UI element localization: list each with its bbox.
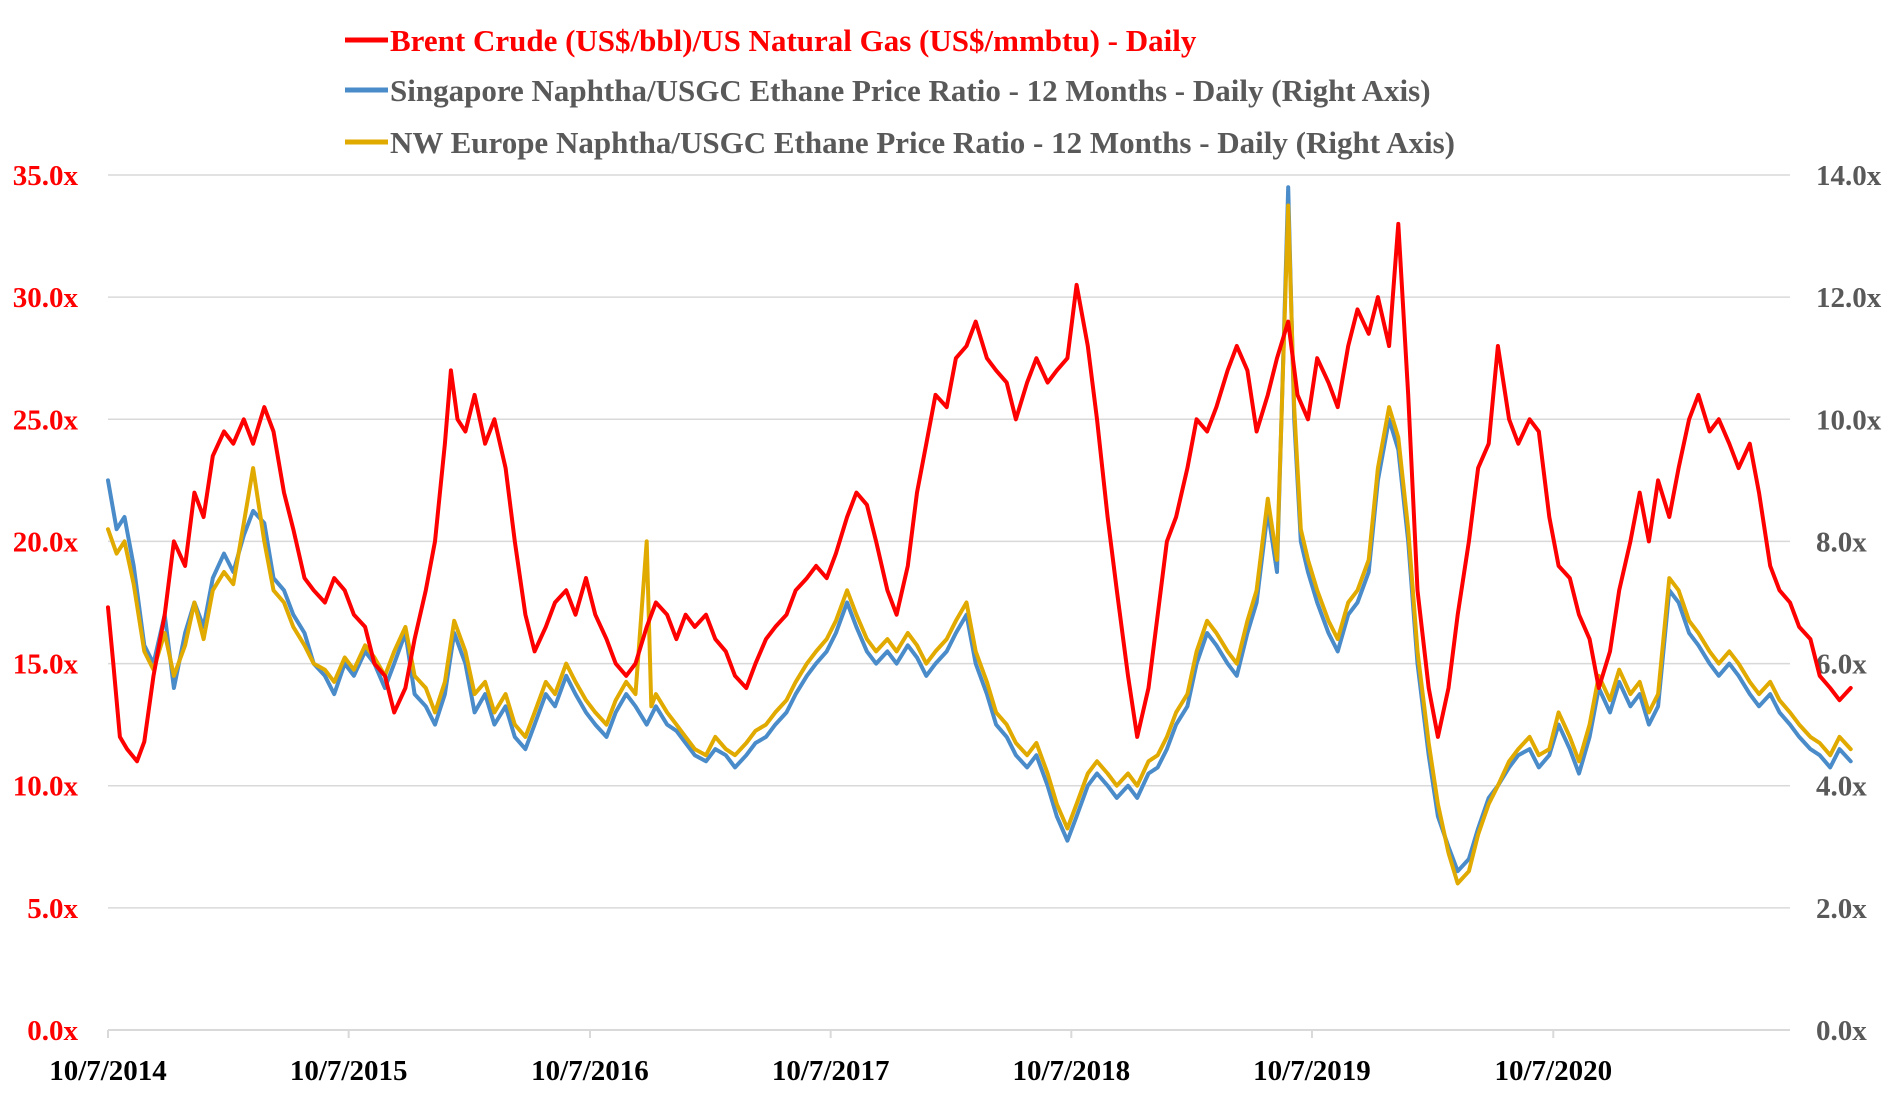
series [106, 185, 1853, 886]
right-tick-label: 4.0x [1816, 771, 1867, 803]
left-tick-label: 5.0x [27, 893, 78, 925]
x-tick-label: 10/7/2018 [1012, 1055, 1130, 1087]
series-line-nweurope [106, 203, 1853, 886]
left-tick-label: 20.0x [13, 526, 79, 558]
x-tick-label: 10/7/2019 [1253, 1055, 1371, 1087]
legend: Brent Crude (US$/bbl)/US Natural Gas (US… [345, 23, 1455, 160]
legend-label-brent: Brent Crude (US$/bbl)/US Natural Gas (US… [390, 23, 1197, 58]
left-tick-label: 15.0x [13, 649, 79, 681]
right-tick-label: 0.0x [1816, 1015, 1867, 1047]
left-tick-label: 30.0x [13, 282, 79, 314]
right-tick-label: 14.0x [1816, 160, 1882, 192]
right-tick-label: 12.0x [1816, 282, 1882, 314]
left-tick-label: 35.0x [13, 160, 79, 192]
x-tick-label: 10/7/2020 [1494, 1055, 1612, 1087]
right-tick-label: 2.0x [1816, 893, 1867, 925]
legend-label-singapore: Singapore Naphtha/USGC Ethane Price Rati… [390, 73, 1431, 108]
legend-item-brent: Brent Crude (US$/bbl)/US Natural Gas (US… [345, 23, 1197, 58]
left-tick-label: 25.0x [13, 404, 79, 436]
x-tick-label: 10/7/2016 [531, 1055, 649, 1087]
series-line-brent [106, 221, 1853, 764]
legend-item-nweurope: NW Europe Naphtha/USGC Ethane Price Rati… [345, 125, 1455, 160]
x-axis: 10/7/2014 10/7/2015 10/7/2016 10/7/2017 10/7… [49, 1029, 1790, 1087]
gridlines [108, 174, 1790, 909]
right-tick-label: 10.0x [1816, 404, 1882, 436]
left-tick-label: 10.0x [13, 771, 79, 803]
legend-label-nweurope: NW Europe Naphtha/USGC Ethane Price Rati… [390, 125, 1455, 160]
x-tick-label: 10/7/2017 [772, 1055, 890, 1087]
series-line-singapore [106, 185, 1853, 874]
x-tick-label: 10/7/2015 [290, 1055, 408, 1087]
left-axis: 0.0x 5.0x 10.0x 15.0x 20.0x 25.0x 30.0x 35.0x [13, 160, 79, 1047]
legend-item-singapore: Singapore Naphtha/USGC Ethane Price Rati… [345, 73, 1431, 108]
x-tick-label: 10/7/2014 [49, 1055, 167, 1087]
right-axis: 0.0x 2.0x 4.0x 6.0x 8.0x 10.0x 12.0x 14.0x [1816, 160, 1882, 1047]
right-tick-label: 8.0x [1816, 526, 1867, 558]
right-tick-label: 6.0x [1816, 649, 1867, 681]
left-tick-label: 0.0x [27, 1015, 78, 1047]
